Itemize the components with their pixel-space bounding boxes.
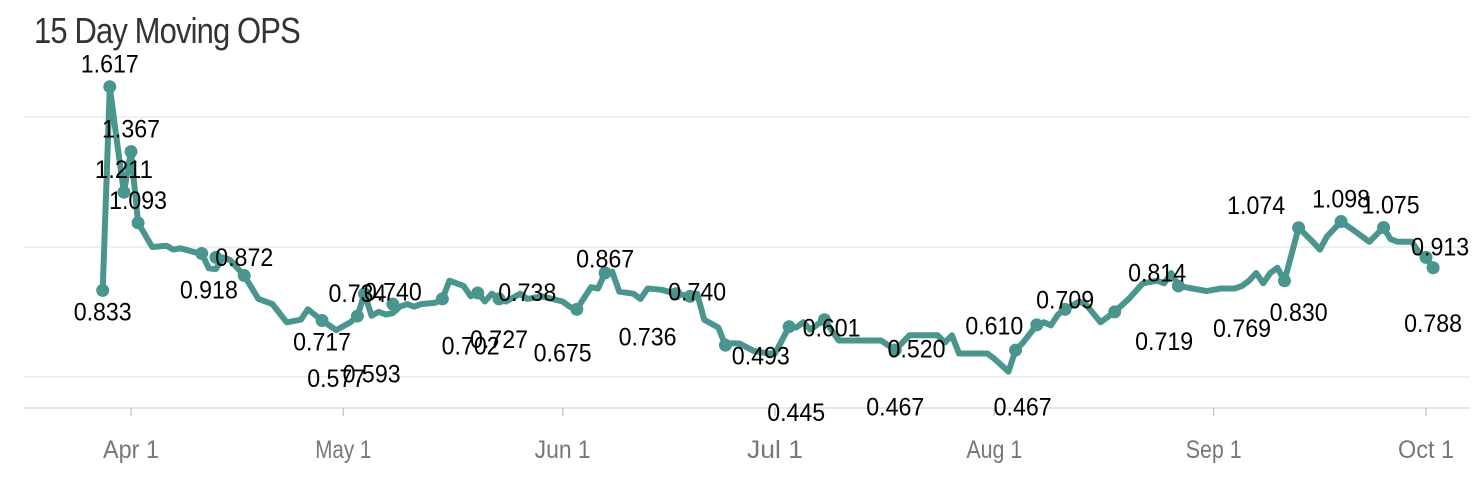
data-label: 0.734 (328, 280, 386, 308)
data-label: 1.617 (81, 51, 139, 79)
data-point (1426, 261, 1440, 275)
data-label: 0.709 (1036, 287, 1094, 315)
data-point (1277, 274, 1291, 288)
data-point (817, 313, 831, 327)
data-point (315, 313, 329, 327)
x-tick-label: Jul 1 (747, 436, 803, 464)
data-point (1334, 215, 1348, 229)
data-point (124, 145, 138, 159)
data-label: 1.074 (1227, 192, 1285, 220)
data-point (358, 287, 372, 301)
data-label: 0.467 (866, 393, 924, 421)
chart-title: 15 Day Moving OPS (34, 10, 301, 51)
data-label: 0.702 (442, 332, 500, 360)
data-point (1009, 343, 1023, 357)
data-point (669, 287, 683, 301)
data-point (1058, 302, 1072, 316)
data-label: 0.520 (887, 336, 945, 364)
data-label: 0.717 (293, 328, 351, 356)
data-point (782, 320, 796, 334)
data-label: 0.830 (1270, 299, 1328, 327)
data-point (209, 250, 223, 264)
x-axis: Apr 1 May 1 Jun 1 Jul 1 Aug 1 Sep 1 Oct 1 (24, 407, 1470, 464)
data-point (1377, 221, 1391, 235)
data-label: 1.075 (1362, 192, 1420, 220)
data-point (96, 283, 110, 297)
data-label: 0.913 (1411, 234, 1469, 262)
grid-lines (24, 116, 1470, 378)
data-point (117, 185, 131, 199)
data-point (1108, 305, 1122, 319)
x-tick-label: Apr 1 (103, 436, 159, 464)
data-label: 1.098 (1312, 186, 1370, 214)
data-point (492, 292, 506, 306)
data-label: 0.727 (470, 326, 528, 354)
marker-layer (96, 80, 1440, 357)
data-label: 0.788 (1404, 310, 1462, 338)
data-label: 0.736 (619, 324, 677, 352)
data-point (435, 292, 449, 306)
data-label: 0.445 (767, 399, 825, 427)
data-point (237, 269, 251, 283)
data-label: 1.211 (95, 156, 153, 184)
data-point (386, 297, 400, 311)
x-tick-label: Jun 1 (535, 436, 591, 464)
data-label: 0.867 (576, 246, 634, 274)
data-label: 0.593 (343, 361, 401, 389)
data-label: 0.601 (803, 315, 861, 343)
data-label: 1.093 (109, 187, 167, 215)
data-point (195, 246, 209, 260)
data-point (1171, 279, 1185, 293)
data-point (471, 286, 485, 300)
data-point (683, 289, 697, 303)
data-point (103, 80, 117, 94)
data-label: 0.675 (534, 339, 592, 367)
data-label-layer: 1.617 1.211 1.367 1.093 0.833 0.918 0.872 0.717… (74, 51, 1469, 427)
data-label: 0.918 (180, 276, 238, 304)
data-point (570, 302, 584, 316)
data-label: 0.610 (965, 312, 1023, 340)
data-label: 0.814 (1128, 259, 1186, 287)
data-label: 0.833 (74, 298, 132, 326)
data-label: 0.740 (364, 279, 422, 307)
x-tick-label: May 1 (315, 436, 371, 464)
x-tick-label: Aug 1 (966, 436, 1022, 464)
x-tick-label: Oct 1 (1398, 436, 1454, 464)
data-point (131, 216, 145, 230)
data-label: 0.769 (1213, 315, 1271, 343)
data-label: 0.467 (994, 393, 1052, 421)
data-point (888, 343, 902, 357)
data-point (1030, 318, 1044, 332)
data-label: 0.740 (668, 279, 726, 307)
data-label: 0.493 (732, 343, 790, 371)
x-tick-label: Sep 1 (1186, 436, 1242, 464)
data-label: 0.738 (498, 279, 556, 307)
data-label: 0.719 (1135, 328, 1193, 356)
data-label: 1.367 (102, 116, 160, 144)
data-point (1292, 221, 1306, 235)
data-point (718, 338, 732, 352)
data-point (1419, 250, 1433, 264)
data-label: 0.872 (215, 244, 273, 272)
data-point (350, 309, 364, 323)
data-point (598, 266, 612, 280)
data-label: 0.577 (307, 365, 365, 393)
